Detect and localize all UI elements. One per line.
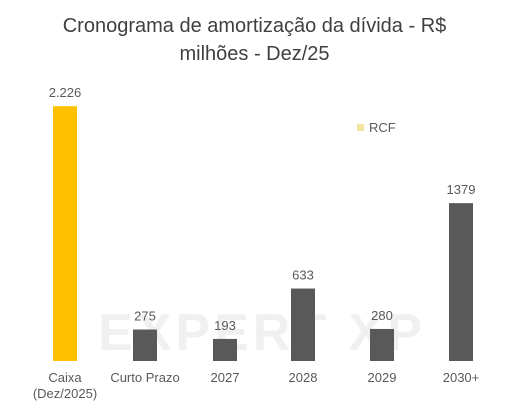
data-label-2: 193 <box>214 318 236 333</box>
data-label-4: 280 <box>371 308 393 323</box>
data-label-1: 275 <box>134 309 156 324</box>
data-label-0: 2.226 <box>49 85 82 100</box>
chart-title-line-2: milhões - Dez/25 <box>179 43 330 65</box>
tick-label-0-0: Caixa <box>48 370 82 385</box>
bar-2 <box>213 338 237 361</box>
bar-5 <box>449 203 473 361</box>
bar-4 <box>370 328 394 361</box>
tick-label-4: 2029 <box>368 370 397 385</box>
legend-label-0: RCF <box>369 120 396 135</box>
bar-1 <box>133 329 157 361</box>
bar-0 <box>53 106 77 361</box>
chart-title-line-1: Cronograma de amortização da dívida - R$ <box>62 15 447 37</box>
tick-label-3: 2028 <box>289 370 318 385</box>
chart-title: Cronograma de amortização da dívida - R$… <box>0 12 509 68</box>
tick-label-5: 2030+ <box>443 370 480 385</box>
bar-3 <box>291 288 315 361</box>
data-label-3: 633 <box>292 268 314 283</box>
data-label-5: 1379 <box>447 182 476 197</box>
legend-swatch-0 <box>357 124 364 131</box>
tick-label-2: 2027 <box>211 370 240 385</box>
tick-label-0-1: (Dez/2025) <box>33 386 97 401</box>
tick-label-1: Curto Prazo <box>110 370 179 385</box>
